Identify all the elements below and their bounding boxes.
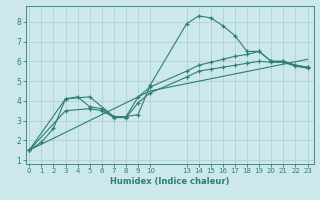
X-axis label: Humidex (Indice chaleur): Humidex (Indice chaleur) — [110, 177, 229, 186]
